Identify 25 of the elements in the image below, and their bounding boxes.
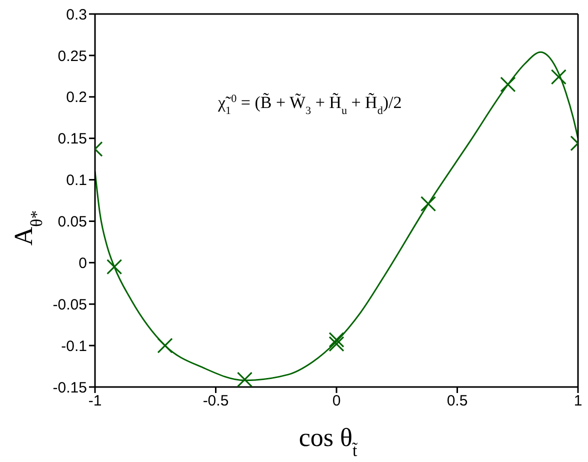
point — [157, 338, 173, 354]
point — [500, 76, 516, 92]
y-tick-label: 0 — [78, 254, 87, 272]
y-tick-label: 0.15 — [58, 130, 87, 148]
y-tick-label: -0.15 — [52, 379, 87, 396]
x-tick-label: -0.5 — [202, 392, 229, 410]
x-tick-label: -1 — [88, 392, 102, 410]
point — [328, 332, 344, 348]
y-tick-label: 0.3 — [66, 6, 87, 24]
x-tick-label: 0.5 — [446, 392, 468, 410]
point — [328, 336, 344, 352]
y-tick-label: 0.25 — [58, 48, 87, 65]
x-axis-title: cos θ$_{t̃}$ — [298, 423, 358, 460]
y-tick-label: 0.1 — [66, 172, 87, 190]
point — [550, 69, 566, 85]
y-tick-label: 0.2 — [66, 89, 87, 106]
point — [106, 259, 122, 275]
text: χ̃$_{1}$$^{0}$ = (B̃ + W̃$_{3}$ + H̃$_{u}$ + H̃$_{d}$)/2 — [218, 93, 402, 117]
point — [236, 372, 253, 387]
x-tick-label: 0 — [332, 392, 341, 410]
point — [420, 196, 436, 212]
y-tick-label: 0.05 — [58, 214, 87, 231]
y-tick-label: -0.1 — [61, 338, 87, 355]
y-tick-label: -0.05 — [52, 296, 87, 314]
x-tick-label: 1 — [574, 392, 582, 410]
